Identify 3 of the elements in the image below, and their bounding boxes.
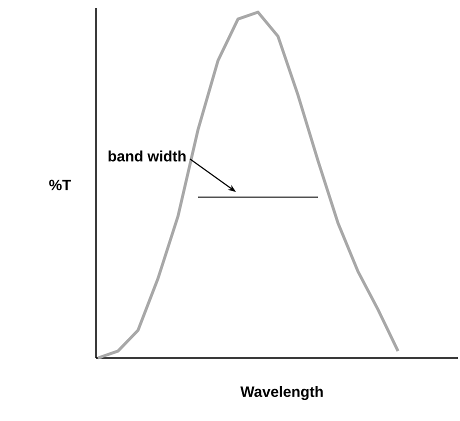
x-axis-title: Wavelength — [240, 386, 323, 400]
annotation: band width — [108, 150, 186, 162]
y-axis-title: %T — [49, 180, 72, 190]
